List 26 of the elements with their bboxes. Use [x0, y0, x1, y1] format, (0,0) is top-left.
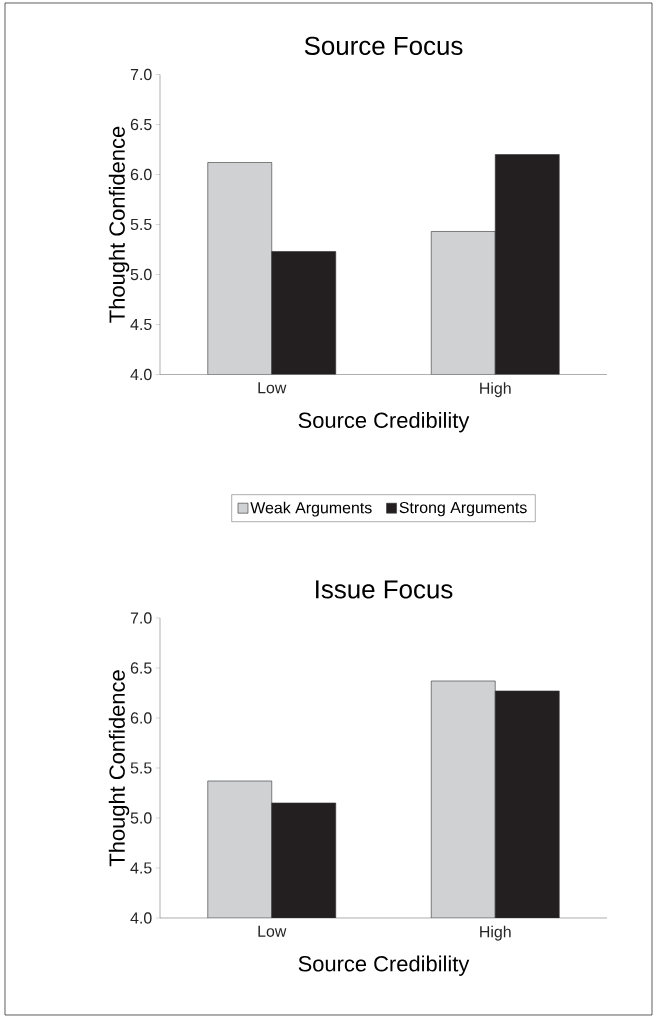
y-axis-title: Thought Confidence [108, 670, 130, 867]
y-tick-label: 5.5 [130, 762, 152, 774]
y-tick-label: 6.0 [130, 712, 152, 724]
y-axis-title: Thought Confidence [108, 126, 130, 323]
y-tick-label: 4.0 [130, 912, 152, 924]
x-tick-label: High [480, 382, 511, 398]
y-tick-label: 4.5 [130, 862, 152, 874]
y-tick-label: 6.5 [130, 662, 152, 674]
y-tick-label: 5.5 [130, 218, 152, 231]
chart-title: Issue Focus [316, 580, 453, 599]
y-tick-label: 5.0 [130, 268, 152, 281]
y-tick-label: 7.0 [130, 612, 152, 624]
y-tick-label: 7.0 [130, 68, 152, 81]
y-tick-label: 4.5 [130, 318, 152, 331]
x-tick-label: Low [258, 925, 287, 937]
y-tick-label: 6.5 [130, 118, 152, 131]
x-axis-title: Source Credibility [298, 955, 470, 976]
y-tick-label: 6.0 [130, 168, 152, 181]
x-tick-label: High [480, 925, 511, 941]
chart-title: Source Focus [304, 36, 463, 55]
legend-label: Weak Arguments [250, 501, 372, 517]
x-tick-label: Low [258, 382, 287, 394]
y-tick-label: 4.0 [130, 368, 152, 381]
y-tick-label: 5.0 [130, 812, 152, 824]
x-axis-title: Source Credibility [298, 411, 470, 433]
legend-label: Strong Arguments [399, 501, 527, 517]
